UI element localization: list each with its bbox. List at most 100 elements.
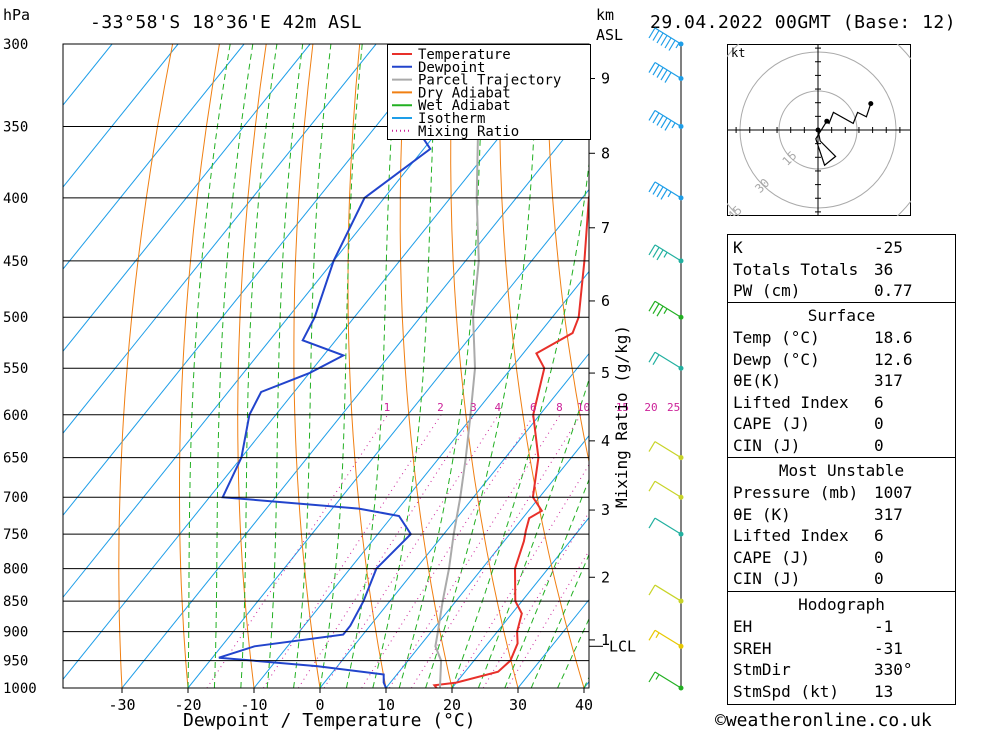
wind-barb-flag [648, 629, 656, 641]
x-tick-label: -20 [174, 696, 201, 714]
pressure-tick-label: 350 [3, 119, 28, 135]
isotherm-line [63, 44, 575, 681]
wind-barb-flag [664, 72, 672, 83]
mixing-ratio-line [361, 414, 535, 688]
wind-barb-flag [660, 117, 668, 129]
wind-barb-flag [648, 244, 656, 256]
wind-barb [648, 351, 682, 369]
wind-barb-flag [648, 441, 656, 452]
wet-adiabat-line [557, 617, 589, 688]
row-value: 36 [874, 259, 894, 279]
mixing-ratio-line [452, 463, 589, 688]
asl-unit-label: ASL [596, 26, 624, 44]
km-tick-label: 6 [601, 292, 610, 310]
mixing-ratio-line [388, 414, 561, 688]
isotherm-line [650, 44, 720, 688]
wet-adiabat-line [187, 44, 231, 688]
wind-barb-staff [654, 181, 682, 199]
row-label: StmDir [733, 660, 791, 679]
hodograph-table: Hodograph EH -1 SREH -31 StmDir 330° StmSpd (kt… [727, 591, 956, 705]
pressure-tick-label: 850 [3, 594, 28, 610]
row-value: 12.6 [874, 349, 913, 369]
mixing-ratio-label: 15 [616, 401, 629, 414]
mixing-ratio-label: 10 [577, 401, 590, 414]
plot-frame [62, 43, 590, 689]
mixing-ratio-label: 20 [644, 401, 657, 414]
row-value: 317 [874, 371, 903, 390]
indices-table: K -25 Totals Totals 36 PW (cm) 0.77 [727, 234, 956, 303]
mixing-ratio-line [206, 414, 389, 688]
isotherm-line [187, 188, 589, 688]
pressure-tick-label: 950 [3, 654, 28, 670]
row-label: Temp (°C) [733, 328, 820, 347]
wind-barb-flag [660, 69, 668, 81]
skew-t-chart: 1 2 3 4 6 8 10 15 20 2530035040045050055060065070… [3, 27, 720, 714]
wind-barb-flag [656, 305, 664, 317]
pressure-tick-label: 900 [3, 625, 28, 641]
wind-barb-flag [656, 115, 664, 126]
wind-barb-flag [648, 517, 656, 529]
wind-barb-half-flag [655, 674, 660, 680]
wind-barb [648, 584, 682, 602]
credit-link[interactable]: ©weatheronline.co.uk [715, 710, 932, 731]
row-label: EH [733, 617, 753, 636]
mixing-ratio-label: 8 [556, 401, 563, 414]
wind-barb [648, 517, 682, 535]
wind-barb-flag [656, 32, 664, 44]
wind-barb-flag [648, 671, 656, 683]
chart-legend: Temperature Dewpoint Parcel Trajectory Dry … [387, 44, 591, 140]
wind-barb-staff [654, 584, 682, 602]
row-label: K [733, 238, 743, 257]
wind-barb-flag [652, 303, 660, 315]
km-tick-label: 7 [601, 219, 610, 237]
wind-barb-half-flag [667, 191, 672, 198]
row-label: CAPE (J) [733, 547, 811, 567]
isotherm-line [253, 270, 589, 688]
wind-barb [648, 27, 682, 51]
km-tick-label: 8 [601, 144, 610, 162]
pressure-tick-label: 400 [3, 191, 28, 207]
wind-barb [648, 480, 682, 498]
wind-barb-flag [648, 27, 656, 39]
table-row: EH -1 [728, 615, 955, 636]
wind-barb-flag [656, 67, 664, 78]
table-row: SREH -31 [728, 637, 955, 658]
table-row: CIN (J) 0 [728, 434, 955, 455]
table-row: StmSpd (kt) 13 [728, 680, 955, 701]
mixing-ratio-label: 3 [470, 401, 477, 414]
wet-adiabat-line [530, 553, 589, 688]
table-title: Most Unstable [778, 461, 905, 480]
wind-barb [648, 671, 682, 689]
table-row: θE (K) 317 [728, 503, 955, 524]
wind-barb-flag [648, 584, 656, 596]
x-tick-label: 0 [315, 696, 324, 714]
wind-barb-flag [652, 247, 660, 258]
wind-barb-staff [654, 441, 682, 459]
wind-barb-flag [660, 35, 668, 46]
mixing-ratio-label: 6 [530, 401, 537, 414]
row-value: 1007 [874, 483, 913, 502]
wind-barb [648, 300, 682, 318]
mixing-ratio-line [297, 414, 475, 688]
x-tick-label: 30 [509, 696, 527, 714]
row-label: Lifted Index [733, 526, 849, 545]
wind-barb [648, 629, 682, 647]
row-value: -1 [874, 617, 894, 636]
mixing-ratio-line [323, 414, 499, 688]
km-tick-label: 5 [601, 364, 610, 382]
pressure-tick-label: 800 [3, 562, 28, 578]
table-row: θE(K) 317 [728, 369, 955, 390]
wind-barb-flag [648, 181, 656, 193]
km-tick-label: 9 [601, 70, 610, 88]
wind-barb-flag [660, 189, 668, 200]
wind-barb-staff [654, 517, 682, 535]
km-tick-label: 3 [601, 501, 610, 519]
row-value: 6 [874, 392, 884, 412]
wind-barb-flag [652, 64, 660, 76]
pressure-tick-label: 700 [3, 490, 28, 506]
wind-barb-half-flag [671, 122, 676, 129]
row-value: -31 [874, 638, 903, 658]
wind-barb-staff [654, 351, 682, 369]
isotherm-line [63, 44, 311, 352]
